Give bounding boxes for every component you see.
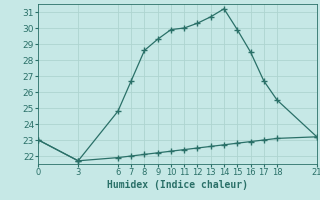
X-axis label: Humidex (Indice chaleur): Humidex (Indice chaleur): [107, 180, 248, 190]
